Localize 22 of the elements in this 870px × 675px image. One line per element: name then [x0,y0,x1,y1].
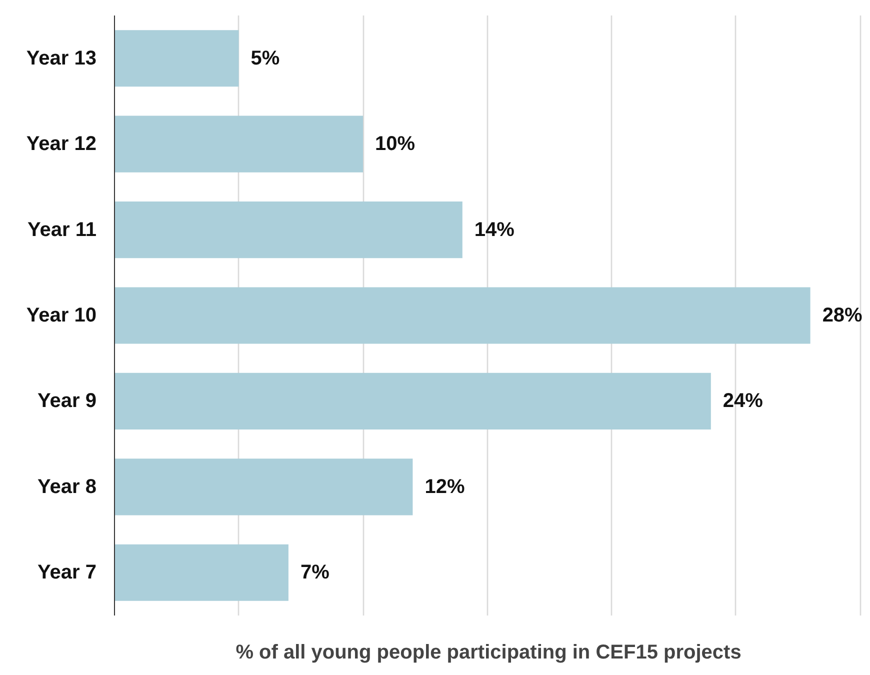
bar [114,544,288,601]
y-tick-label: Year 13 [26,47,97,70]
data-label: 10% [375,133,416,156]
data-label: 24% [722,390,764,412]
bar [114,30,239,87]
y-tick-label: Year 8 [38,476,97,498]
data-label: 14% [474,218,515,241]
data-label: 28% [822,304,863,326]
bar [114,458,413,516]
bar [114,287,810,344]
y-tick-label: Year 9 [38,390,97,412]
data-label: 7% [300,562,330,584]
y-tick-label: Year 7 [38,562,97,584]
data-label: 12% [424,476,465,498]
y-tick-label: Year 11 [28,218,97,241]
x-axis-title: % of all young people participating in CEF15 projects [236,642,742,664]
y-tick-label: Year 10 [26,304,97,326]
bar [114,116,364,172]
y-tick-label: Year 12 [26,133,97,156]
bar [114,372,711,430]
data-label: 5% [250,47,280,70]
bar [114,202,462,258]
